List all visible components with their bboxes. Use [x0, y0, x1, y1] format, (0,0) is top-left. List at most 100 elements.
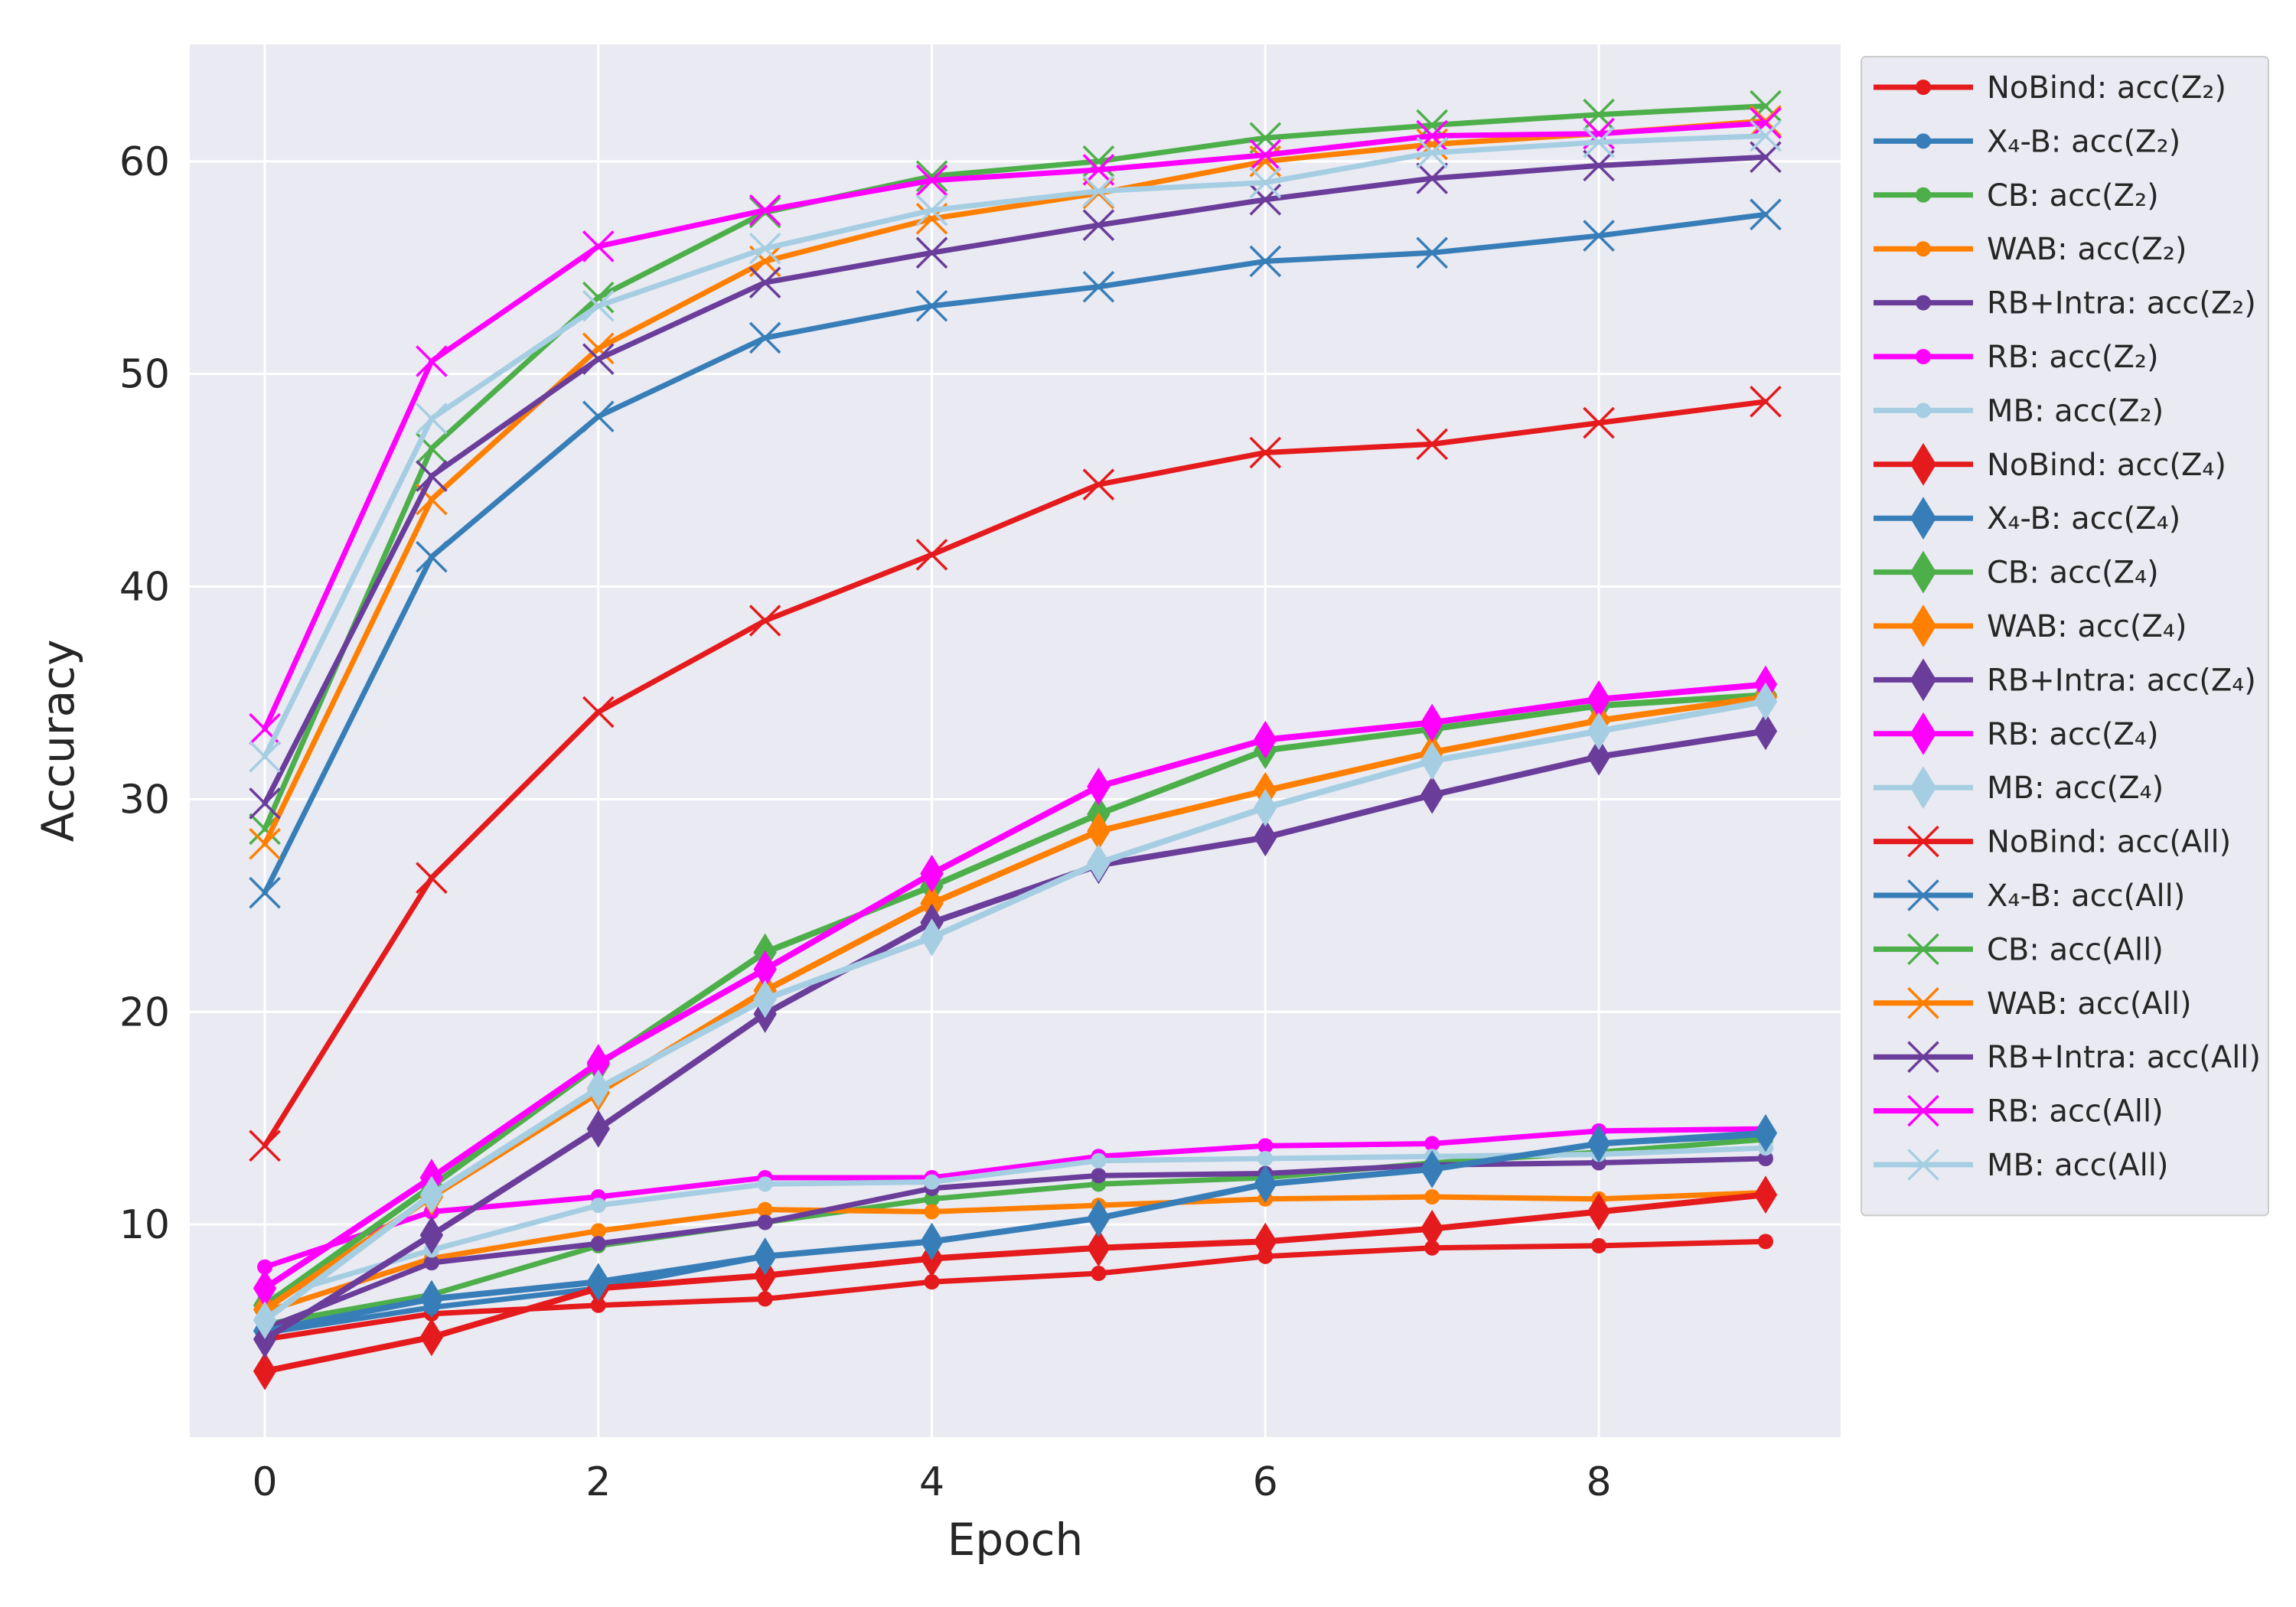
data-point-cb-acc-all — [582, 281, 615, 314]
series-line-rb-intra-acc-all — [262, 154, 1769, 807]
data-point-rb-acc-z4 — [1087, 767, 1110, 806]
data-point-x4-b-acc-z4 — [1254, 1165, 1277, 1204]
data-point-rb-acc-all — [748, 194, 781, 227]
legend-item-mb-acc-z2: MB: acc(Z₂) — [1874, 393, 2164, 429]
legend-label: RB: acc(All) — [1987, 1094, 2164, 1129]
data-point-rb-intra-acc-all — [915, 236, 948, 269]
legend-label: X₄-B: acc(All) — [1987, 878, 2185, 914]
legend-swatch-marker — [1910, 497, 1937, 540]
y-axis-title: Accuracy — [32, 640, 84, 843]
data-point-mb-acc-z2 — [590, 1198, 606, 1214]
data-point-rb-acc-z4 — [920, 854, 944, 893]
data-point-rb-intra-acc-z2 — [423, 1255, 439, 1271]
data-point-nobind-acc-all — [1750, 386, 1782, 418]
data-point-mb-acc-all — [416, 403, 448, 435]
series-line-cb-acc-all — [262, 103, 1769, 832]
data-point-mb-acc-z4 — [753, 980, 777, 1019]
data-point-x4-b-acc-z4 — [753, 1237, 777, 1276]
data-point-rb-intra-acc-all — [748, 266, 781, 298]
legend-item-wab-acc-z4: WAB: acc(Z₄) — [1874, 605, 2187, 647]
legend-swatch-marker — [1916, 403, 1931, 419]
series-line-rb-acc-z4 — [262, 681, 1769, 1292]
data-point-mb-acc-z4 — [1087, 843, 1110, 882]
legend-item-rb-acc-z4: RB: acc(Z₄) — [1874, 712, 2159, 755]
legend-label: CB: acc(Z₂) — [1987, 178, 2159, 214]
legend-item-x4-b-acc-z4: X₄-B: acc(Z₄) — [1874, 497, 2180, 540]
data-point-rb-intra-acc-z4 — [419, 1216, 444, 1254]
x-axis-title: Epoch — [947, 1514, 1084, 1566]
series-nobind-acc-all — [249, 386, 1782, 1162]
data-point-x4-b-acc-z4 — [419, 1279, 444, 1319]
data-point-rb-acc-z4 — [253, 1269, 277, 1308]
data-point-cb-acc-all — [1750, 90, 1782, 122]
series-nobind-acc-z4 — [253, 1175, 1778, 1390]
data-point-rb-acc-all — [1750, 107, 1782, 139]
data-point-nobind-acc-z4 — [1420, 1209, 1444, 1248]
data-point-rb-intra-acc-z4 — [586, 1110, 611, 1148]
data-point-x4-b-acc-all — [1416, 236, 1448, 269]
series-mb-acc-z4 — [253, 682, 1778, 1339]
data-point-rb-acc-z2 — [257, 1259, 273, 1275]
data-point-rb-acc-z4 — [1420, 703, 1444, 742]
data-point-nobind-acc-z2 — [924, 1274, 940, 1290]
series-rb-intra-acc-z4 — [253, 712, 1778, 1358]
x-tick-label: 6 — [1253, 1459, 1278, 1505]
legend-label: MB: acc(Z₂) — [1987, 393, 2164, 429]
y-tick-label: 30 — [119, 777, 170, 823]
legend-swatch-marker — [1916, 349, 1931, 364]
data-point-nobind-acc-all — [582, 696, 615, 729]
data-point-rb-intra-acc-all — [1082, 209, 1115, 241]
data-point-x4-b-acc-all — [1750, 198, 1782, 231]
series-mb-acc-all — [249, 119, 1782, 773]
y-tick-label: 40 — [119, 565, 170, 611]
data-point-rb-intra-acc-all — [1249, 184, 1282, 216]
legend-swatch-marker — [1910, 712, 1937, 755]
legend-swatch-marker — [1907, 987, 1939, 1019]
data-point-nobind-acc-all — [1583, 406, 1615, 439]
legend-swatch-marker — [1910, 766, 1937, 810]
legend-label: WAB: acc(All) — [1987, 986, 2192, 1022]
legend-box — [1861, 56, 2269, 1217]
series-x4-b-acc-z4 — [253, 1113, 1778, 1350]
data-point-wab-acc-z2 — [757, 1201, 773, 1217]
legend-label: X₄-B: acc(Z₄) — [1987, 501, 2180, 536]
data-point-x4-b-acc-z4 — [1420, 1150, 1444, 1188]
legend-swatch-marker — [1916, 80, 1931, 95]
data-point-cb-acc-z2 — [924, 1191, 940, 1207]
data-point-mb-acc-all — [249, 741, 281, 773]
y-tick-label: 20 — [119, 989, 170, 1035]
data-point-x4-b-acc-all — [1249, 245, 1282, 278]
legend-swatch-marker — [1910, 658, 1937, 702]
data-point-mb-acc-z2 — [1257, 1151, 1274, 1166]
series-x4-b-acc-all — [249, 198, 1782, 909]
data-point-rb-acc-all — [582, 230, 615, 262]
tick-labels: 0 2 4 6 8 10 20 30 40 50 60 — [119, 139, 1612, 1505]
data-point-mb-acc-all — [1750, 119, 1782, 152]
data-point-rb-intra-acc-all — [582, 343, 615, 376]
data-point-mb-acc-z2 — [1091, 1152, 1107, 1169]
data-point-wab-acc-z4 — [920, 884, 944, 923]
series-line-mb-acc-all — [262, 132, 1769, 760]
data-point-nobind-acc-all — [915, 539, 948, 571]
legend-label: MB: acc(Z₄) — [1987, 771, 2164, 806]
data-point-mb-acc-z4 — [586, 1069, 611, 1108]
data-point-x4-b-acc-all — [416, 540, 448, 573]
data-point-wab-acc-z2 — [1424, 1189, 1440, 1205]
legend-swatch-marker — [1916, 187, 1931, 203]
data-point-x4-b-acc-all — [249, 876, 281, 909]
series-line-nobind-acc-z4 — [262, 1191, 1769, 1374]
legend-swatch-marker — [1910, 550, 1937, 594]
data-point-wab-acc-z2 — [924, 1204, 940, 1220]
legend-item-nobind-acc-z4: NoBind: acc(Z₄) — [1874, 442, 2226, 486]
legend-label: CB: acc(Z₄) — [1987, 556, 2159, 591]
legend-swatch-marker — [1916, 133, 1931, 149]
series-line-rb-acc-z2 — [262, 1126, 1769, 1270]
data-point-rb-acc-z4 — [753, 950, 777, 989]
data-point-mb-acc-all — [1416, 136, 1448, 169]
series-layer — [249, 90, 1782, 1390]
legend-label: CB: acc(All) — [1987, 932, 2164, 967]
data-point-mb-acc-all — [915, 194, 948, 227]
data-point-wab-acc-z4 — [1087, 812, 1110, 850]
data-point-nobind-acc-z4 — [1254, 1222, 1277, 1261]
